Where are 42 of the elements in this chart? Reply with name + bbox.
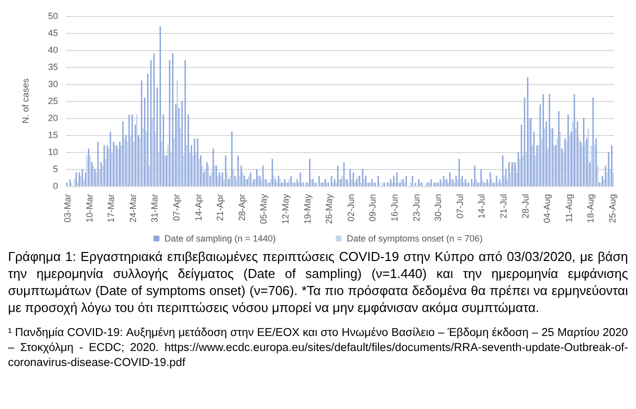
- x-tick-label: 11-Aug: [564, 194, 574, 222]
- legend-label: Date of symptoms onset (n = 706): [346, 234, 483, 244]
- x-tick-label: 02-Jun: [346, 194, 356, 222]
- x-tick-label: 18-Aug: [586, 194, 596, 224]
- y-axis-title: N. of cases: [20, 78, 30, 124]
- legend-label: Date of sampling (n = 1440): [164, 234, 276, 244]
- x-tick-label: 17-Mar: [106, 194, 116, 223]
- x-tick-label: 28-Jul: [520, 194, 530, 219]
- x-tick-label: 21-Jul: [498, 194, 508, 219]
- y-tick-label: 30: [48, 79, 58, 89]
- y-tick-label: 35: [48, 62, 58, 72]
- x-tick-label: 28-Apr: [236, 194, 247, 222]
- x-tick-label: 26-May: [324, 194, 334, 224]
- y-tick-label: 0: [52, 181, 58, 191]
- x-tick-label: 23-Jun: [411, 194, 422, 222]
- x-tick-label: 19-May: [302, 194, 312, 224]
- text: ¹ Πανδημία COVID-19: Αυξημένη μετάδοση στην ΕΕ/ΕΟΧ και στο Ηνωμένο Βασίλειο – Έβδομη έκδοση – 25 Μαρτίου 2020 – Στοκχόλμη - ECDC; 2020. https://www.ecdc.europa.eu/sites/default/files/documents/RRA-seventh-update-Outbreak-of-coronavirus-disease-COVID-19.pdf: [8, 326, 628, 371]
- y-tick-label: 40: [48, 45, 58, 55]
- x-tick-label: 10-Mar: [84, 194, 94, 223]
- y-tick-label: 10: [48, 147, 58, 157]
- x-tick-label: 07-Apr: [172, 194, 182, 222]
- x-tick-label: 14-Jul: [476, 194, 487, 219]
- text: Γράφημα 1: Εργαστηριακά επιβεβαιωμένες περιπτώσεις COVID-19 στην Κύπρο από 03/03/2020, με βάση την ημερομηνία συλλογής δείγματος (Date of sampling) (ν=1.440) και την ημερομηνία εμφάνισης συμπτωμάτων (Date of symptoms onset) (ν=706). *Τα πιο πρόσφατα δεδομένα θα πρέπει να ερμηνεύονται με προσοχή λόγω του ότι περιπτώσεις νόσου μπορεί να μην εμφάνισαν ακόμα συμπτώματα.: [8, 248, 628, 316]
- y-tick-label: 25: [48, 96, 58, 106]
- x-tick-label: 21-Apr: [215, 194, 226, 222]
- x-tick-label: 30-Jun: [433, 194, 444, 222]
- x-tick-label: 03-Mar: [62, 194, 73, 223]
- x-tick-label: 16-Jun: [389, 194, 400, 222]
- x-tick-label: 12-May: [280, 194, 291, 224]
- x-tick-label: 09-Jun: [368, 194, 378, 222]
- x-tick-label: 07-Jul: [454, 194, 465, 219]
- y-tick-label: 20: [48, 113, 58, 123]
- x-tick-label: 31-Mar: [150, 194, 160, 223]
- y-tick-label: 5: [52, 164, 58, 174]
- x-tick-label: 14-Apr: [193, 194, 204, 222]
- y-tick-label: 50: [48, 11, 58, 21]
- y-tick-label: 15: [48, 130, 58, 140]
- x-tick-label: 24-Mar: [128, 194, 138, 223]
- x-tick-label: 04-Aug: [542, 194, 552, 224]
- y-tick-label: 45: [48, 28, 58, 38]
- x-tick-label: 05-May: [258, 194, 269, 224]
- x-tick-label: 25-Aug: [607, 194, 618, 224]
